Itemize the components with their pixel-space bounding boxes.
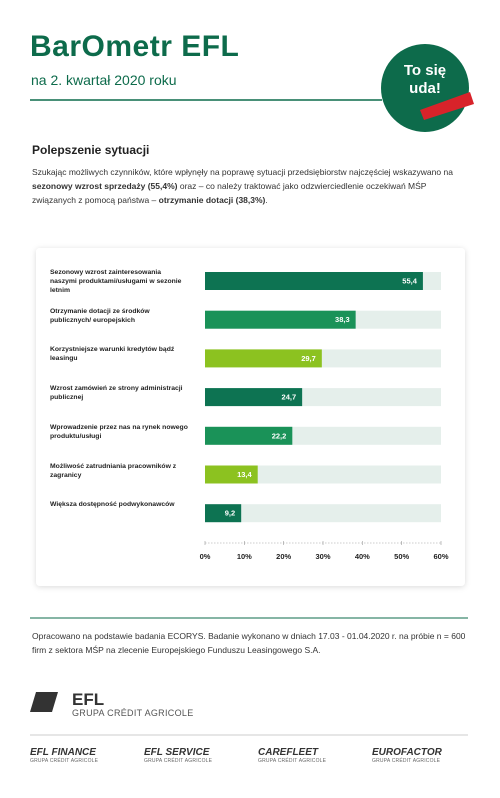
source: Opracowano na podstawie badania ECORYS. … <box>32 631 466 655</box>
value-label: 22,2 <box>272 431 287 440</box>
brand-name: EFL FINANCE <box>30 747 96 758</box>
badge: To się uda! <box>385 62 465 98</box>
category-label: Korzystniejsze warunki kredytów bądź lea… <box>50 346 175 363</box>
brand-group: GRUPA CRÉDIT AGRICOLE <box>258 758 327 764</box>
brand: EFL FINANCE GRUPA CRÉDIT AGRICOLE <box>30 747 140 764</box>
brand-name: EUROFACTOR <box>372 747 442 758</box>
value-label: 24,7 <box>282 393 297 402</box>
brand: EFL SERVICE GRUPA CRÉDIT AGRICOLE <box>144 747 254 764</box>
logo: BarOmetr EFL <box>30 30 240 63</box>
brand-group: GRUPA CRÉDIT AGRICOLE <box>144 758 213 764</box>
value-label: 13,4 <box>237 470 252 479</box>
footer-logo: EFL <box>72 690 105 709</box>
efl-icon <box>30 692 58 712</box>
bar <box>205 272 423 290</box>
category-label: Wzrost zamówień ze strony administracji … <box>50 385 183 402</box>
value-label: 9,2 <box>225 509 235 518</box>
chart-card <box>36 248 465 586</box>
x-tick-label: 40% <box>355 552 370 561</box>
brand-group: GRUPA CRÉDIT AGRICOLE <box>372 758 441 764</box>
brand-name: EFL SERVICE <box>144 747 210 758</box>
category-label: Możliwość zatrudniania pracowników z zag… <box>50 462 177 479</box>
intro-segment: otrzymanie dotacji (38,3%) <box>158 195 266 205</box>
intro: Szukając możliwych czynników, które wpły… <box>32 165 472 207</box>
bar <box>205 388 303 407</box>
badge-ribbon <box>420 92 474 120</box>
value-label: 29,7 <box>301 354 316 363</box>
badge-line: To się <box>403 62 447 79</box>
subtitle: na 2. kwartał 2020 roku <box>31 72 177 88</box>
category-label: Otrzymanie dotacji ze środków publicznyc… <box>50 307 150 324</box>
section-title: Polepszenie sytuacji <box>32 143 150 157</box>
intro-segment: Szukając możliwych czynników, które wpły… <box>32 167 453 177</box>
intro-segment: sezonowy wzrost sprzedaży (55,4%) <box>32 181 178 191</box>
bar-track <box>205 504 441 523</box>
x-tick-label: 10% <box>237 552 252 561</box>
bar <box>205 310 356 329</box>
x-tick-label: 50% <box>394 552 409 561</box>
x-tick-label: 60% <box>433 552 448 561</box>
brand: EUROFACTOR GRUPA CRÉDIT AGRICOLE <box>372 747 482 764</box>
intro-segment: . <box>265 195 268 205</box>
footer-group: GRUPA CRÉDIT AGRICOLE <box>72 708 194 718</box>
category-label: Wprowadzenie przez nas na rynek nowego p… <box>50 423 188 440</box>
bar <box>205 426 293 445</box>
brand-name: CAREFLEET <box>258 747 318 758</box>
value-label: 38,3 <box>335 315 350 324</box>
brand: CAREFLEET GRUPA CRÉDIT AGRICOLE <box>258 747 368 764</box>
x-tick-label: 0% <box>200 552 211 561</box>
badge-line: uda! <box>409 80 441 97</box>
category-label: Większa dostępność podwykonawców <box>50 501 175 509</box>
bar-track <box>205 465 441 484</box>
x-tick-label: 30% <box>315 552 330 561</box>
brand-group: GRUPA CRÉDIT AGRICOLE <box>30 758 99 764</box>
intro-segment: oraz – co należy traktować jako odzwierc… <box>32 181 427 205</box>
value-label: 55,4 <box>402 276 417 285</box>
bar <box>205 349 322 368</box>
category-label: Sezonowy wzrost zainteresowania naszymi … <box>50 269 182 294</box>
x-tick-label: 20% <box>276 552 291 561</box>
bar <box>205 504 242 523</box>
bar <box>205 465 258 484</box>
